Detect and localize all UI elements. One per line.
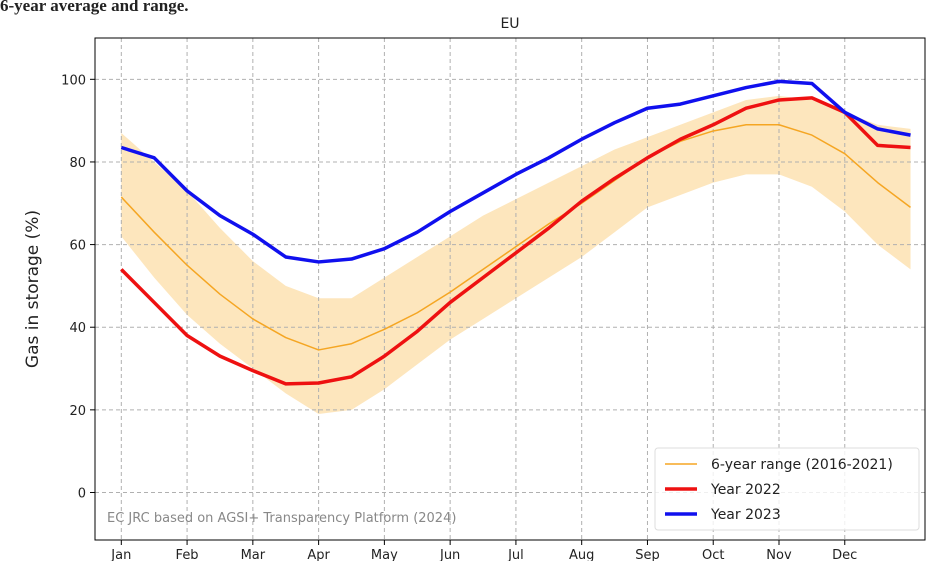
- y-tick-label: 60: [69, 239, 86, 254]
- x-tick-label: Apr: [307, 548, 330, 561]
- subtitle: EU: [500, 16, 519, 32]
- y-axis-label: Gas in storage (%): [23, 210, 43, 368]
- x-tick-label: Sep: [635, 548, 660, 561]
- annotation: EC JRC based on AGSI+ Transparency Platf…: [107, 511, 456, 526]
- y-tick-label: 40: [69, 321, 86, 336]
- x-tick-label: Jul: [507, 548, 524, 561]
- chart-title: 6-year average and range.: [0, 0, 189, 15]
- legend-box: [654, 447, 920, 531]
- y-tick-label: 100: [61, 73, 86, 88]
- x-tick-label: May: [371, 548, 398, 561]
- x-tick-label: Oct: [702, 548, 724, 561]
- series-line: [120, 124, 911, 351]
- plot-frame: [94, 37, 926, 541]
- x-tick-label: Jan: [110, 548, 131, 561]
- x-tick-label: Dec: [832, 548, 857, 561]
- x-tick-label: Jun: [439, 548, 460, 561]
- x-tick-label: Nov: [766, 548, 792, 561]
- x-tick-label: Feb: [176, 548, 199, 561]
- series-line: [120, 79, 911, 264]
- series-line: [120, 96, 911, 386]
- legend-label: Year 2022: [710, 482, 781, 498]
- y-tick-label: 20: [69, 404, 86, 419]
- x-tick-label: Mar: [241, 548, 266, 561]
- y-tick-label: 0: [78, 486, 86, 501]
- y-tick-label: 80: [69, 156, 86, 171]
- legend-label: Year 2023: [710, 507, 781, 523]
- legend-label: 6-year range (2016-2021): [711, 457, 893, 473]
- x-tick-label: Aug: [569, 548, 594, 561]
